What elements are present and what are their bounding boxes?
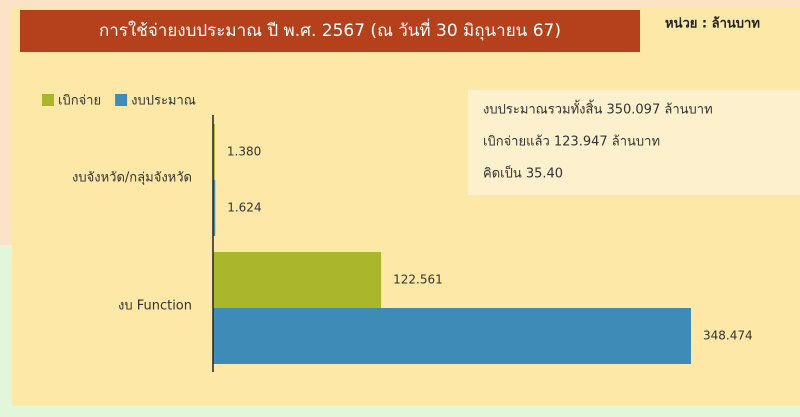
legend-label: งบประมาณ (131, 94, 196, 109)
legend-swatch (115, 94, 128, 106)
value-label: 122.561 (393, 273, 443, 287)
bar (213, 308, 691, 364)
bar (213, 252, 382, 308)
value-label: 348.474 (703, 329, 753, 343)
bar (213, 124, 215, 180)
legend-label: เบิกจ่าย (58, 94, 101, 109)
unit-label: หน่วย : ล้านบาท (665, 16, 760, 32)
annotation: คิดเป็น 35.40 (483, 164, 563, 182)
chart-title: การใช้จ่ายงบประมาณ ปี พ.ศ. 2567 (ณ วันที… (99, 18, 561, 41)
value-label: 1.624 (227, 201, 261, 215)
value-label: 1.380 (227, 145, 261, 159)
annotation-box (468, 90, 800, 195)
category-label: งบ Function (118, 299, 192, 314)
annotation: งบประมาณรวมทั้งสิ้น 350.097 ล้านบาท (483, 100, 713, 118)
legend-swatch (42, 94, 54, 106)
title-banner (20, 10, 640, 52)
bar (213, 180, 216, 236)
annotation: เบิกจ่ายแล้ว 123.947 ล้านบาท (483, 135, 660, 150)
category-label: งบจังหวัด/กลุ่มจังหวัด (72, 171, 192, 186)
